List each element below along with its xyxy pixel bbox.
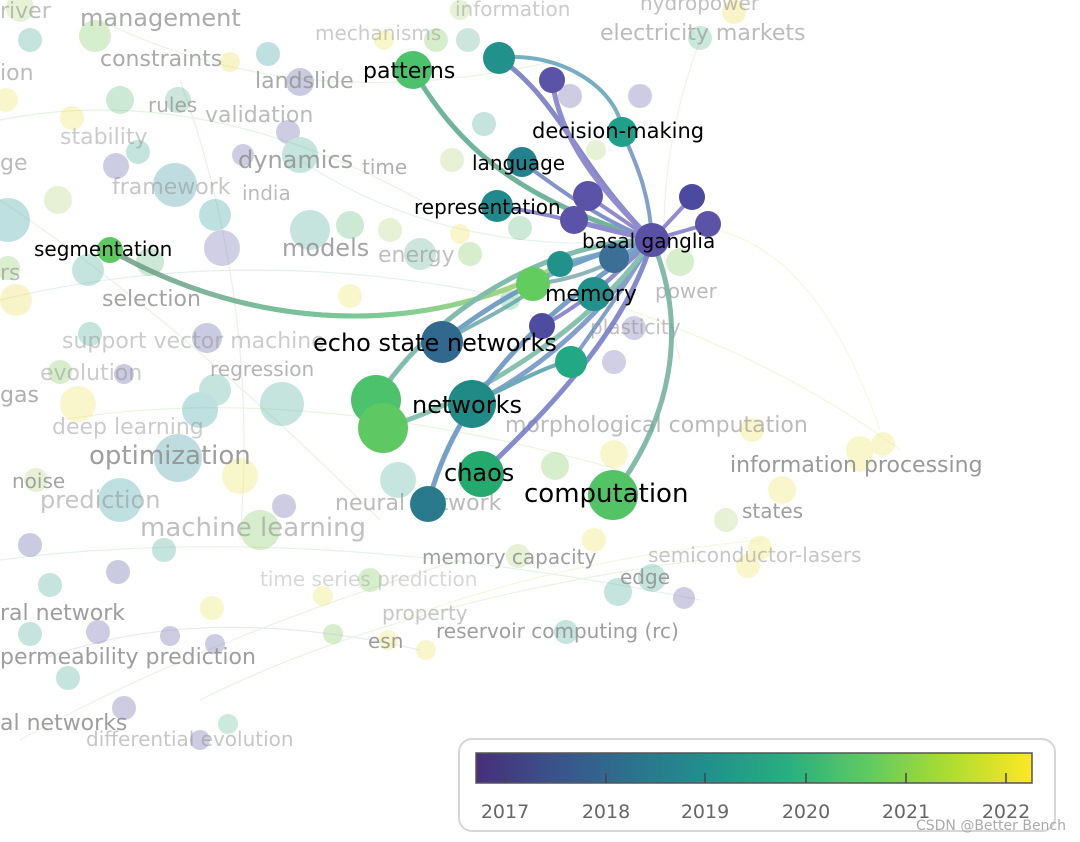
term-label: validation — [205, 103, 313, 128]
colorbar-tick-label: 2022 — [982, 801, 1030, 823]
term-label: ion — [0, 61, 34, 86]
term-label: differential evolution — [86, 727, 294, 751]
term-label: mechanisms — [315, 21, 441, 45]
term-label: dynamics — [238, 146, 353, 174]
term-label: deep learning — [52, 415, 204, 440]
node-patterns[interactable] — [394, 51, 432, 89]
node-green-large-2[interactable] — [358, 403, 408, 453]
node-echo-state-networks[interactable] — [421, 321, 463, 363]
term-label: ral network — [0, 601, 125, 626]
colorbar: 2017 2018 2019 2020 2021 2022 — [475, 752, 1033, 823]
term-label: semiconductor-lasers — [648, 543, 861, 567]
term-label: framework — [112, 175, 231, 200]
term-label: rs — [0, 261, 21, 286]
colorbar-legend: 2017 2018 2019 2020 2021 2022 — [458, 738, 1056, 832]
term-label: edge — [620, 565, 670, 589]
node-small[interactable] — [599, 243, 629, 273]
term-label: memory capacity — [422, 545, 597, 569]
watermark: CSDN @Better Bench — [915, 818, 1066, 834]
term-label: noise — [12, 469, 65, 493]
term-label: optimization — [89, 441, 251, 471]
term-label: information — [455, 0, 570, 21]
colorbar-tick-label: 2020 — [782, 801, 830, 823]
node-language[interactable] — [507, 147, 537, 177]
term-label: evolution — [40, 361, 142, 386]
node-small[interactable] — [573, 181, 603, 211]
term-label: management — [80, 4, 241, 32]
term-label: gas — [0, 383, 39, 408]
node-computation[interactable] — [588, 470, 638, 520]
focus-term-label[interactable]: chaos — [444, 459, 514, 487]
term-label: time — [362, 155, 407, 179]
colorbar-tick-label: 2019 — [681, 801, 729, 823]
term-label: river — [0, 0, 52, 24]
node-basal-ganglia[interactable] — [635, 223, 669, 257]
background-labels: river management mechanisms information hydr… — [0, 0, 983, 751]
node-chaos[interactable] — [458, 451, 504, 497]
node-memory-green[interactable] — [516, 267, 550, 301]
node-small[interactable] — [547, 251, 573, 277]
term-label: states — [742, 499, 803, 523]
node-segmentation[interactable] — [97, 237, 123, 263]
focus-term-label[interactable]: basal ganglia — [582, 229, 715, 253]
term-label: prediction — [40, 486, 160, 514]
node-representation[interactable] — [481, 190, 513, 222]
colorbar-tick-label: 2021 — [882, 801, 930, 823]
focus-term-label[interactable]: representation — [414, 195, 561, 219]
focus-term-label[interactable]: computation — [524, 479, 688, 509]
focus-term-label[interactable]: patterns — [363, 59, 455, 84]
term-label: al networks — [0, 711, 127, 736]
node-networks[interactable] — [448, 380, 496, 428]
focus-term-label[interactable]: language — [472, 151, 565, 175]
colorbar-gradient — [475, 752, 1033, 784]
node-small[interactable] — [695, 211, 721, 237]
node-small[interactable] — [529, 313, 555, 339]
term-label: regression — [210, 357, 314, 381]
term-label: information processing — [730, 453, 983, 478]
term-label: india — [242, 181, 291, 205]
term-label: hydropower — [640, 0, 760, 15]
term-label: reservoir computing (rc) — [436, 619, 679, 643]
term-label: stability — [60, 125, 148, 150]
term-label: models — [282, 234, 369, 262]
node-small[interactable] — [539, 67, 565, 93]
node-small[interactable] — [679, 184, 705, 210]
node-memory[interactable] — [577, 277, 611, 311]
colorbar-tick-label: 2018 — [582, 801, 630, 823]
term-label: constraints — [100, 47, 222, 72]
node-neural-network[interactable] — [410, 486, 446, 522]
term-label: time series prediction — [260, 567, 477, 591]
node-decision-making[interactable] — [607, 117, 637, 147]
focus-term-label[interactable]: networks — [412, 391, 522, 419]
colorbar-tick-label: 2017 — [481, 801, 529, 823]
term-label: landslide — [255, 69, 354, 94]
term-label: rules — [148, 93, 197, 117]
node-information[interactable] — [483, 42, 515, 74]
term-label: esn — [368, 629, 403, 653]
focus-term-label[interactable]: segmentation — [34, 237, 172, 261]
term-label: support vector machine — [62, 329, 325, 354]
term-label: selection — [102, 287, 201, 312]
focus-nodes[interactable] — [97, 42, 721, 522]
focus-term-label[interactable]: memory — [545, 282, 637, 307]
node-brain[interactable] — [555, 346, 587, 378]
focus-labels: patterns decision-making language represent… — [34, 59, 715, 509]
focus-term-label[interactable]: decision-making — [532, 119, 704, 143]
focus-term-label[interactable]: echo state networks — [313, 329, 557, 357]
term-label: machine learning — [140, 513, 366, 543]
node-small[interactable] — [560, 206, 588, 234]
term-label: energy — [378, 243, 455, 268]
background-nodes — [0, 0, 895, 750]
term-label: permeability prediction — [0, 645, 256, 670]
term-label: ge — [0, 151, 28, 176]
colorbar-ticks: 2017 2018 2019 2020 2021 2022 — [481, 773, 1030, 823]
term-label: property — [382, 601, 468, 625]
term-label: electricity markets — [600, 21, 805, 46]
